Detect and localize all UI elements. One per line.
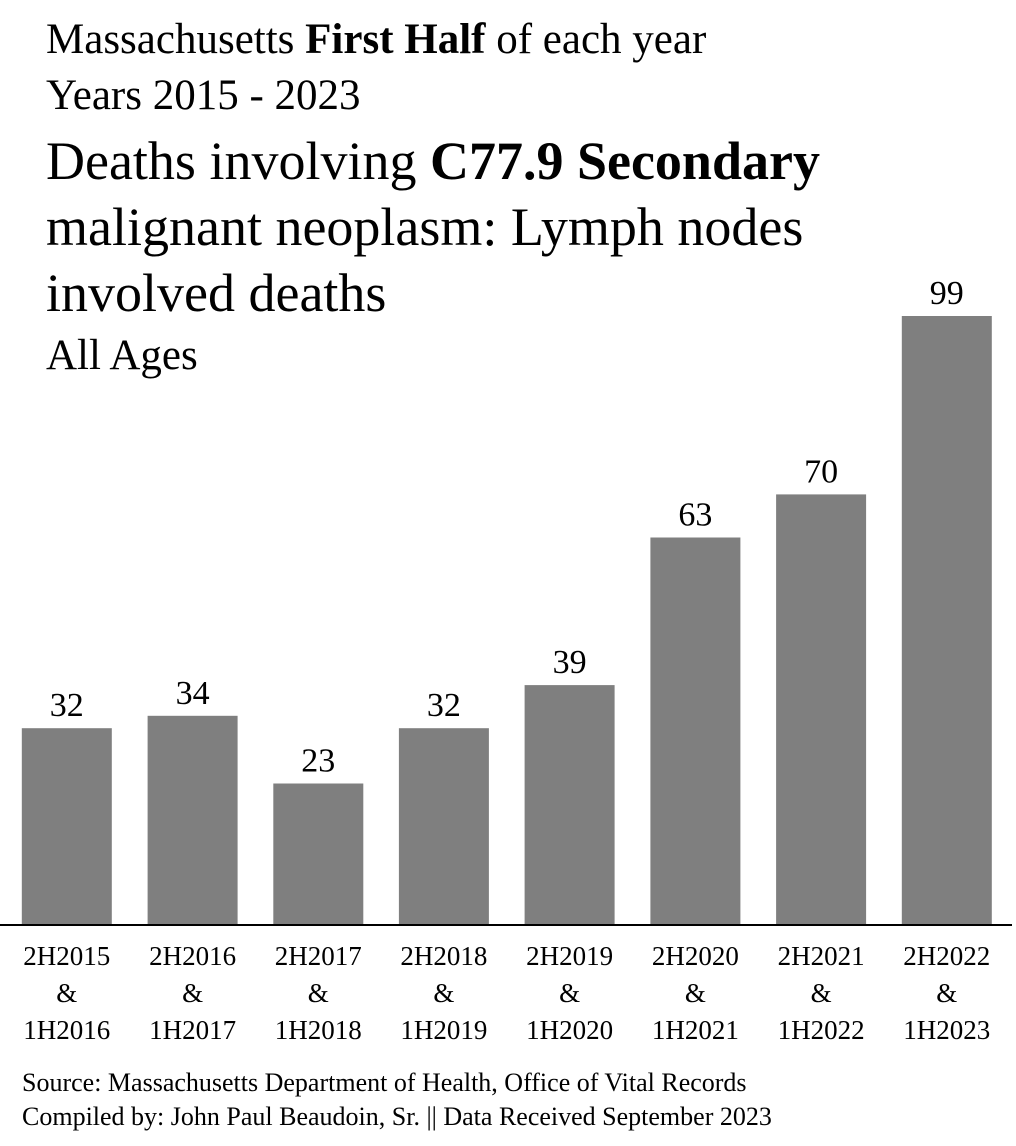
bar-value-label-7: 99 (930, 275, 964, 312)
header-state: Massachusetts (46, 16, 295, 63)
category-label-0-line-0: 2H2015 (23, 941, 110, 971)
chart-title-line-2: malignant neoplasm: Lymph nodes (46, 197, 804, 257)
bar-value-label-6: 70 (804, 453, 838, 490)
chart-subtitle: All Ages (46, 332, 198, 379)
bar-2 (273, 783, 364, 925)
category-label-3-line-0: 2H2018 (400, 941, 487, 971)
category-label-7-line-1: & (936, 978, 957, 1008)
source-note: Source: Massachusetts Department of Heal… (22, 1068, 747, 1097)
bar-value-label-5: 63 (678, 497, 712, 534)
compiled-note: Compiled by: John Paul Beaudoin, Sr. || … (22, 1102, 772, 1131)
header-years: Years 2015 - 2023 (46, 72, 361, 119)
category-label-7-line-0: 2H2022 (903, 941, 990, 971)
category-label-5-line-1: & (685, 978, 706, 1008)
chart-title-line-1: Deaths involving C77.9 Secondary (46, 128, 946, 194)
category-label-2-line-0: 2H2017 (275, 941, 362, 971)
header-period: First Half (305, 16, 486, 63)
category-label-3-line-2: 1H2019 (400, 1015, 487, 1045)
chart-title-code: C77.9 Secondary (429, 131, 820, 191)
category-label-4-line-1: & (559, 978, 580, 1008)
bar-5 (650, 537, 741, 925)
category-label-2-line-1: & (308, 978, 329, 1008)
bar-0 (21, 728, 112, 925)
bar-value-label-0: 32 (50, 687, 84, 724)
bar-value-label-2: 23 (301, 743, 335, 780)
category-label-5-line-2: 1H2021 (652, 1015, 739, 1045)
category-label-6-line-0: 2H2021 (778, 941, 865, 971)
chart-title-prefix: Deaths involving (46, 131, 417, 191)
category-labels-group: 2H2015 & 1H2016 2H2016 & 1H2017 2H2017 & 1H2018 2… (23, 941, 990, 1045)
category-label-1-line-0: 2H2016 (149, 941, 236, 971)
category-label-7-line-2: 1H2023 (903, 1015, 990, 1045)
category-label-1-line-1: & (182, 978, 203, 1008)
header-line-1: Massachusetts First Half of each year (46, 14, 706, 66)
bar-4 (524, 685, 615, 925)
bars-group: 32 34 23 32 39 63 70 99 (21, 275, 992, 925)
chart-title: Deaths involving C77.9 Secondary maligna… (46, 128, 946, 326)
category-label-4-line-2: 1H2020 (526, 1015, 613, 1045)
category-label-6-line-2: 1H2022 (778, 1015, 865, 1045)
bar-6 (776, 494, 867, 925)
bar-value-label-1: 34 (176, 675, 210, 712)
category-label-5-line-0: 2H2020 (652, 941, 739, 971)
category-label-0-line-2: 1H2016 (23, 1015, 110, 1045)
header-period-suffix: of each year (496, 16, 707, 63)
category-label-0-line-1: & (56, 978, 77, 1008)
bar-value-label-3: 32 (427, 687, 461, 724)
category-label-4-line-0: 2H2019 (526, 941, 613, 971)
bar-7 (901, 316, 992, 925)
category-label-1-line-2: 1H2017 (149, 1015, 236, 1045)
bar-1 (147, 715, 238, 925)
bar-3 (398, 728, 489, 925)
chart-title-line-3: involved deaths (46, 263, 387, 323)
category-label-2-line-2: 1H2018 (275, 1015, 362, 1045)
chart-footer: Source: Massachusetts Department of Heal… (22, 1066, 772, 1134)
category-label-3-line-1: & (433, 978, 454, 1008)
category-label-6-line-1: & (811, 978, 832, 1008)
bar-value-label-4: 39 (553, 644, 587, 681)
